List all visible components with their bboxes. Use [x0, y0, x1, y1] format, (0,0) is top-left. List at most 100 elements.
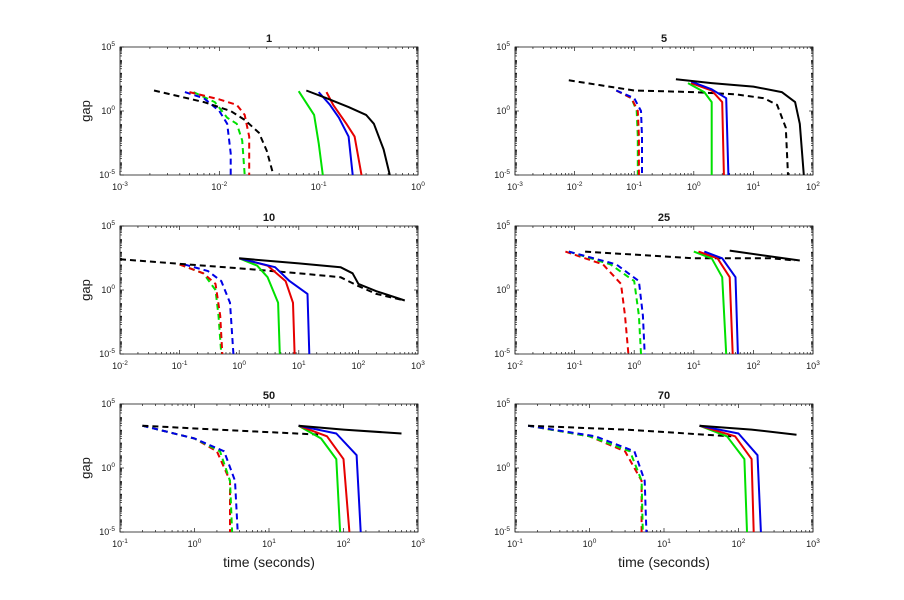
y-tick-label: 100 [496, 284, 510, 295]
series-line-solid-4 [699, 424, 748, 532]
y-tick-label: 100 [101, 105, 115, 116]
series-line-solid-7 [675, 78, 805, 175]
series-line-solid-5 [690, 82, 725, 175]
series-line-solid-7 [729, 249, 800, 262]
y-tick-label: 10-5 [99, 526, 115, 537]
series-group [568, 78, 805, 175]
subplot-1: 10-3 10-2 10-1 100 10-5 100 105 1 gap [78, 33, 425, 192]
y-tick-label: 100 [496, 462, 510, 473]
subplot-title: 50 [263, 390, 275, 402]
series-line-solid-4 [687, 82, 713, 175]
x-tick-label: 103 [806, 360, 820, 371]
series-line-dashed-2 [615, 89, 643, 175]
series-line-solid-5 [699, 424, 755, 532]
x-tick-label: 10-2 [567, 181, 583, 192]
subplot-25: 10-2 10-1 100 101 102 103 10-5 100 105 25 [494, 212, 820, 371]
series-line-solid-6 [690, 80, 730, 175]
subplot-70: 10-1 100 101 102 103 10-5 100 105 70 time (second… [494, 390, 820, 570]
x-tick-label: 102 [352, 360, 366, 371]
x-tick-label: 10-1 [172, 360, 188, 371]
subplot-title: 25 [658, 212, 670, 224]
series-group [142, 424, 402, 532]
x-axis-label: time (seconds) [223, 554, 315, 570]
series-group [153, 89, 391, 175]
x-tick-label: 102 [806, 181, 820, 192]
y-axis-label: gap [78, 100, 93, 122]
x-tick-label: 101 [657, 538, 671, 549]
y-tick-label: 100 [496, 105, 510, 116]
series-line-dashed-3 [585, 250, 796, 262]
y-tick-label: 10-5 [99, 348, 115, 359]
series-line-dashed-3 [142, 424, 322, 436]
series-line-dashed-0 [527, 424, 643, 532]
x-tick-label: 10-2 [211, 181, 227, 192]
subplot-title: 5 [661, 33, 667, 45]
series-group [565, 249, 800, 354]
plot-frame [514, 403, 814, 533]
y-tick-label: 105 [496, 220, 510, 231]
y-tick-label: 105 [496, 398, 510, 409]
series-line-dashed-3 [153, 89, 275, 175]
x-tick-label: 101 [262, 538, 276, 549]
x-tick-label: 10-3 [112, 181, 128, 192]
series-line-solid-7 [305, 89, 391, 175]
series-line-dashed-3 [120, 258, 406, 302]
x-tick-label: 10-2 [112, 360, 128, 371]
x-tick-label: 100 [583, 538, 597, 549]
x-tick-label: 102 [747, 360, 761, 371]
x-tick-label: 100 [232, 360, 246, 371]
y-tick-label: 100 [101, 284, 115, 295]
x-tick-label: 103 [411, 538, 425, 549]
y-tick-label: 10-5 [494, 348, 510, 359]
x-tick-label: 10-1 [507, 538, 523, 549]
x-axis-label: time (seconds) [618, 554, 710, 570]
series-line-solid-7 [298, 424, 402, 435]
series-line-dashed-2 [189, 91, 251, 175]
x-tick-label: 100 [687, 181, 701, 192]
series-group [527, 424, 797, 532]
y-tick-label: 10-5 [494, 526, 510, 537]
series-group [120, 257, 406, 354]
series-line-dashed-2 [568, 250, 646, 354]
subplot-10: 10-2 10-1 100 101 102 103 10-5 100 105 10 gap [78, 212, 425, 371]
x-tick-label: 10-3 [507, 181, 523, 192]
series-line-dashed-3 [528, 424, 732, 438]
x-tick-label: 10-1 [626, 181, 642, 192]
series-line-solid-5 [238, 257, 296, 354]
series-line-solid-4 [238, 257, 281, 354]
series-line-dashed-1 [527, 424, 644, 532]
subplot-title: 1 [266, 33, 272, 45]
series-line-solid-6 [699, 424, 762, 532]
series-line-dashed-1 [615, 89, 640, 175]
subplot-50: 10-1 100 101 102 103 10-5 100 105 50 gap time (sec… [78, 390, 425, 570]
series-line-solid-7 [699, 424, 797, 436]
x-tick-label: 101 [292, 360, 306, 371]
y-tick-label: 105 [496, 41, 510, 52]
x-tick-label: 103 [806, 538, 820, 549]
x-tick-label: 100 [188, 538, 202, 549]
x-tick-label: 101 [747, 181, 761, 192]
x-tick-label: 102 [732, 538, 746, 549]
series-line-solid-4 [298, 424, 342, 532]
series-line-dashed-2 [527, 424, 648, 532]
series-line-dashed-0 [193, 91, 246, 175]
y-tick-label: 10-5 [494, 169, 510, 180]
x-tick-label: 100 [411, 181, 425, 192]
x-tick-label: 10-2 [507, 360, 523, 371]
subplot-title: 70 [658, 390, 670, 402]
subplot-title: 10 [263, 212, 275, 224]
y-axis-label: gap [78, 457, 93, 479]
series-line-solid-5 [317, 91, 354, 175]
series-line-dashed-3 [568, 79, 789, 175]
series-line-dashed-2 [184, 263, 235, 354]
series-line-dashed-1 [179, 263, 224, 354]
series-line-solid-4 [297, 90, 324, 175]
x-tick-label: 101 [687, 360, 701, 371]
series-line-solid-5 [698, 250, 734, 354]
series-line-solid-6 [298, 424, 362, 532]
x-tick-label: 102 [337, 538, 351, 549]
series-line-solid-5 [298, 424, 351, 532]
series-line-dashed-1 [184, 91, 232, 175]
series-line-dashed-0 [179, 263, 223, 354]
